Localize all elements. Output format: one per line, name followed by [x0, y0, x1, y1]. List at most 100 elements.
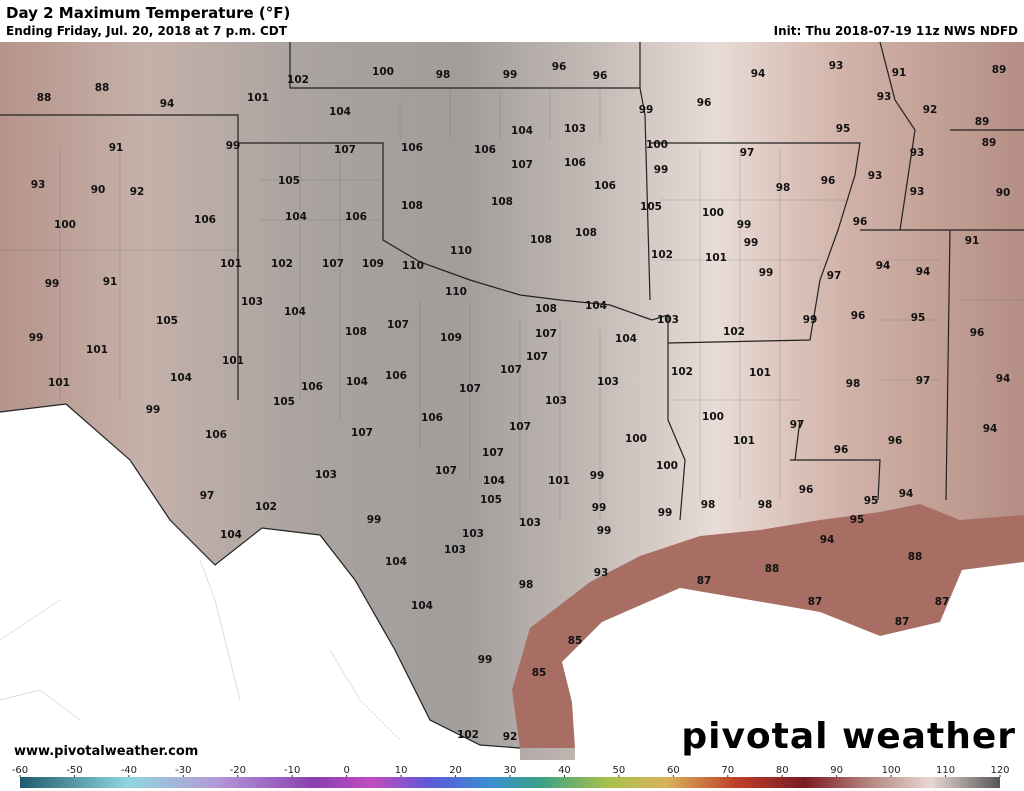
mexico-no-data	[0, 404, 520, 760]
temperature-label: 101	[749, 367, 771, 379]
colorbar-tick-label: -30	[175, 765, 191, 776]
temperature-label: 101	[86, 344, 108, 356]
temperature-label: 100	[54, 219, 76, 231]
colorbar-tick-label: 50	[613, 765, 626, 776]
temperature-label: 99	[597, 525, 612, 537]
temperature-label: 98	[519, 579, 534, 591]
temperature-label: 93	[31, 179, 46, 191]
temperature-label: 105	[640, 201, 662, 213]
temperature-label: 93	[868, 170, 883, 182]
temperature-label: 107	[509, 421, 531, 433]
temperature-label: 106	[564, 157, 586, 169]
temperature-label: 101	[247, 92, 269, 104]
temperature-label: 102	[271, 258, 293, 270]
temperature-label: 94	[160, 98, 175, 110]
temperature-label: 93	[910, 147, 925, 159]
temperature-label: 110	[402, 260, 424, 272]
colorbar-tick-label: 30	[504, 765, 517, 776]
temperature-label: 99	[592, 502, 607, 514]
temperature-label: 106	[401, 142, 423, 154]
colorbar	[20, 777, 1000, 788]
temperature-label: 99	[367, 514, 382, 526]
init-time: Init: Thu 2018-07-19 11z NWS NDFD	[774, 24, 1018, 38]
temperature-label: 106	[385, 370, 407, 382]
temperature-label: 94	[751, 68, 766, 80]
temperature-label: 96	[834, 444, 849, 456]
temperature-label: 88	[765, 563, 780, 575]
logo: pivotal weather	[681, 716, 1016, 757]
temperature-label: 106	[194, 214, 216, 226]
temperature-label: 100	[702, 207, 724, 219]
temperature-label: 98	[701, 499, 716, 511]
temperature-label: 108	[530, 234, 552, 246]
temperature-label: 87	[895, 616, 910, 628]
temperature-label: 107	[500, 364, 522, 376]
county-lines	[0, 90, 1024, 520]
temperature-label: 93	[877, 91, 892, 103]
temperature-label: 91	[892, 67, 907, 79]
temperature-label: 96	[697, 97, 712, 109]
temperature-label: 99	[29, 332, 44, 344]
temperature-label: 102	[723, 326, 745, 338]
temperature-label: 96	[593, 70, 608, 82]
temperature-label: 100	[625, 433, 647, 445]
colorbar-ticks: -60 -50 -40 -30 -20 -10 0 10 20 30 40 50 60 70 80 90 100…	[12, 765, 1010, 777]
temperature-label: 95	[836, 123, 851, 135]
temperature-label: 105	[480, 494, 502, 506]
temperature-label: 100	[646, 139, 668, 151]
temperature-label: 102	[651, 249, 673, 261]
temperature-label: 95	[850, 514, 865, 526]
temperature-label: 107	[351, 427, 373, 439]
temperature-label: 103	[462, 528, 484, 540]
header-bg	[0, 0, 1024, 42]
mexico-lines	[0, 559, 401, 741]
temperature-label: 107	[535, 328, 557, 340]
border-mexico	[0, 403, 521, 749]
temperature-label: 88	[95, 82, 110, 94]
temperature-label: 104	[170, 372, 192, 384]
temperature-label: 96	[799, 484, 814, 496]
temperature-label: 89	[975, 116, 990, 128]
colorbar-tick-label: -60	[12, 765, 28, 776]
colorbar-tick-label: 20	[449, 765, 462, 776]
temperature-label: 89	[992, 64, 1007, 76]
temperature-label: 107	[526, 351, 548, 363]
temperature-label: 96	[821, 175, 836, 187]
temperature-label: 101	[705, 252, 727, 264]
temperature-label: 99	[478, 654, 493, 666]
temperature-label: 105	[156, 315, 178, 327]
temperature-label: 106	[345, 211, 367, 223]
temperature-label: 92	[130, 186, 145, 198]
temperature-label: 99	[658, 507, 673, 519]
temperature-label: 90	[996, 187, 1011, 199]
temperature-label: 110	[445, 286, 467, 298]
temperature-label: 94	[983, 423, 998, 435]
temperature-label: 95	[864, 495, 879, 507]
temperature-label: 94	[916, 266, 931, 278]
temperature-label: 101	[733, 435, 755, 447]
temperature-label: 93	[829, 60, 844, 72]
temperature-label: 103	[564, 123, 586, 135]
temperature-label: 85	[568, 635, 583, 647]
temperature-label: 105	[278, 175, 300, 187]
temperature-label: 99	[744, 237, 759, 249]
temperature-label: 97	[740, 147, 755, 159]
temperature-label: 85	[532, 667, 547, 679]
temperature-label: 109	[362, 258, 384, 270]
colorbar-tick-label: 110	[936, 765, 955, 776]
state-borders	[0, 41, 1024, 521]
temperature-label: 107	[334, 144, 356, 156]
temperature-label: 100	[372, 66, 394, 78]
temperature-label: 98	[846, 378, 861, 390]
temperature-label: 99	[45, 278, 60, 290]
temperature-label: 104	[411, 600, 433, 612]
temperature-label: 107	[322, 258, 344, 270]
temperature-label: 103	[444, 544, 466, 556]
temperature-label: 92	[503, 731, 518, 743]
temperature-label: 99	[503, 69, 518, 81]
colorbar-tick-label: 40	[558, 765, 571, 776]
temperature-label: 93	[594, 567, 609, 579]
colorbar-tick-label: 10	[395, 765, 408, 776]
temperature-label: 101	[48, 377, 70, 389]
